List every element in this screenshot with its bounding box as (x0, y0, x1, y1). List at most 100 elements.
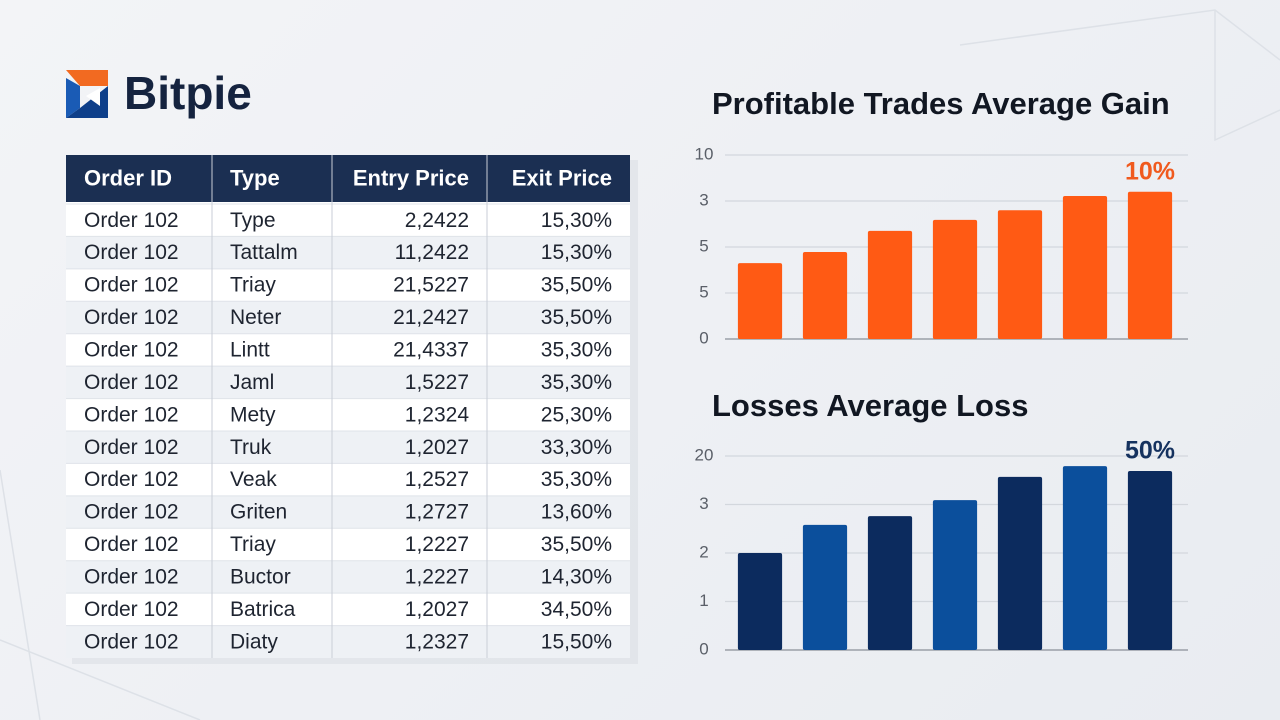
bar (867, 230, 913, 339)
table-cell: Neter (230, 306, 281, 329)
table-row (66, 333, 630, 367)
table-cell: 13,60% (541, 501, 612, 524)
y-tick-label: 5 (699, 236, 708, 255)
table-cell: 2,2422 (405, 209, 469, 232)
y-tick-label: 1 (699, 591, 708, 610)
bar (737, 553, 783, 650)
table-cell: 35,50% (541, 533, 612, 556)
y-tick-label: 5 (699, 282, 708, 301)
table-cell: Order 102 (84, 371, 179, 394)
table-cell: 1,5227 (405, 371, 469, 394)
table-cell: Type (230, 209, 276, 232)
table-cell: Order 102 (84, 565, 179, 588)
table-cell: 35,30% (541, 371, 612, 394)
table-cell: Order 102 (84, 306, 179, 329)
table-cell: Batrica (230, 598, 296, 621)
table-cell: 1,2027 (405, 436, 469, 459)
bar (997, 476, 1043, 650)
table-row (66, 301, 630, 334)
column-header: Entry Price (353, 165, 469, 190)
table-row (66, 268, 630, 302)
bar (1127, 471, 1173, 650)
bar (802, 252, 848, 339)
table-cell: 15,50% (541, 630, 612, 653)
table-cell: Griten (230, 501, 287, 524)
y-tick-label: 3 (699, 190, 708, 209)
table-row (66, 495, 630, 529)
table-cell: 1,2727 (405, 501, 469, 524)
table-row (66, 528, 630, 561)
table-cell: 21,5227 (393, 274, 469, 297)
bar (1127, 191, 1173, 339)
table-cell: Tattalm (230, 241, 298, 264)
bar (1062, 466, 1108, 650)
table-cell: Order 102 (84, 241, 179, 264)
table-cell: Order 102 (84, 501, 179, 524)
table-row (66, 236, 630, 269)
table-cell: Truk (230, 436, 272, 459)
table-header (66, 155, 630, 202)
table-cell: Lintt (230, 338, 270, 361)
table-cell: Diaty (230, 630, 278, 653)
table-cell: 15,30% (541, 241, 612, 264)
table-cell: Order 102 (84, 630, 179, 653)
table-cell: Order 102 (84, 598, 179, 621)
table-cell: 21,2427 (393, 306, 469, 329)
table-cell: 1,2227 (405, 533, 469, 556)
bar (932, 500, 978, 650)
table-cell: Triay (230, 274, 276, 297)
column-header: Order ID (84, 165, 172, 190)
chart-title: Profitable Trades Average Gain (712, 86, 1170, 121)
table-cell: Mety (230, 403, 276, 426)
table-cell: 1,2327 (405, 630, 469, 653)
table-cell: Jaml (230, 371, 274, 394)
y-tick-label: 0 (699, 328, 708, 347)
table-row (66, 366, 630, 399)
table-cell: 33,30% (541, 436, 612, 459)
annotation: 10% (1125, 158, 1175, 186)
table-cell: Veak (230, 468, 277, 491)
table-cell: Order 102 (84, 436, 179, 459)
table-cell: Order 102 (84, 468, 179, 491)
table-cell: 1,2227 (405, 565, 469, 588)
table-cell: 1,2027 (405, 598, 469, 621)
table-cell: Buctor (230, 565, 291, 588)
bar (737, 263, 783, 339)
bar (867, 516, 913, 650)
table-row (66, 463, 630, 496)
bar (932, 219, 978, 339)
table-cell: Order 102 (84, 533, 179, 556)
bar (997, 210, 1043, 339)
table-cell: 25,30% (541, 403, 612, 426)
table-cell: 35,30% (541, 468, 612, 491)
table-cell: 35,50% (541, 274, 612, 297)
chart-title: Losses Average Loss (712, 388, 1028, 423)
bar (1062, 195, 1108, 339)
table-cell: Order 102 (84, 209, 179, 232)
table-cell: Triay (230, 533, 276, 556)
table-row (66, 204, 630, 237)
table-cell: 15,30% (541, 209, 612, 232)
logo-text: Bitpie (124, 67, 252, 119)
table-row (66, 398, 630, 431)
background-lines (0, 9, 1280, 720)
y-tick-label: 10 (695, 144, 714, 163)
y-tick-label: 0 (699, 639, 708, 658)
column-header: Type (230, 165, 280, 190)
table-cell: 11,2422 (395, 241, 469, 264)
table-cell: 34,50% (541, 598, 612, 621)
table-cell: Order 102 (84, 338, 179, 361)
table-cell: 35,30% (541, 338, 612, 361)
table-cell: 21,4337 (393, 338, 469, 361)
bar (802, 524, 848, 650)
table-cell: 1,2324 (405, 403, 470, 426)
column-header: Exit Price (512, 165, 612, 190)
table-row (66, 593, 630, 626)
y-tick-label: 20 (695, 445, 714, 464)
y-tick-label: 3 (699, 494, 708, 513)
logo-icon (66, 70, 108, 118)
y-tick-label: 2 (699, 542, 708, 561)
table-cell: 14,30% (541, 565, 612, 588)
